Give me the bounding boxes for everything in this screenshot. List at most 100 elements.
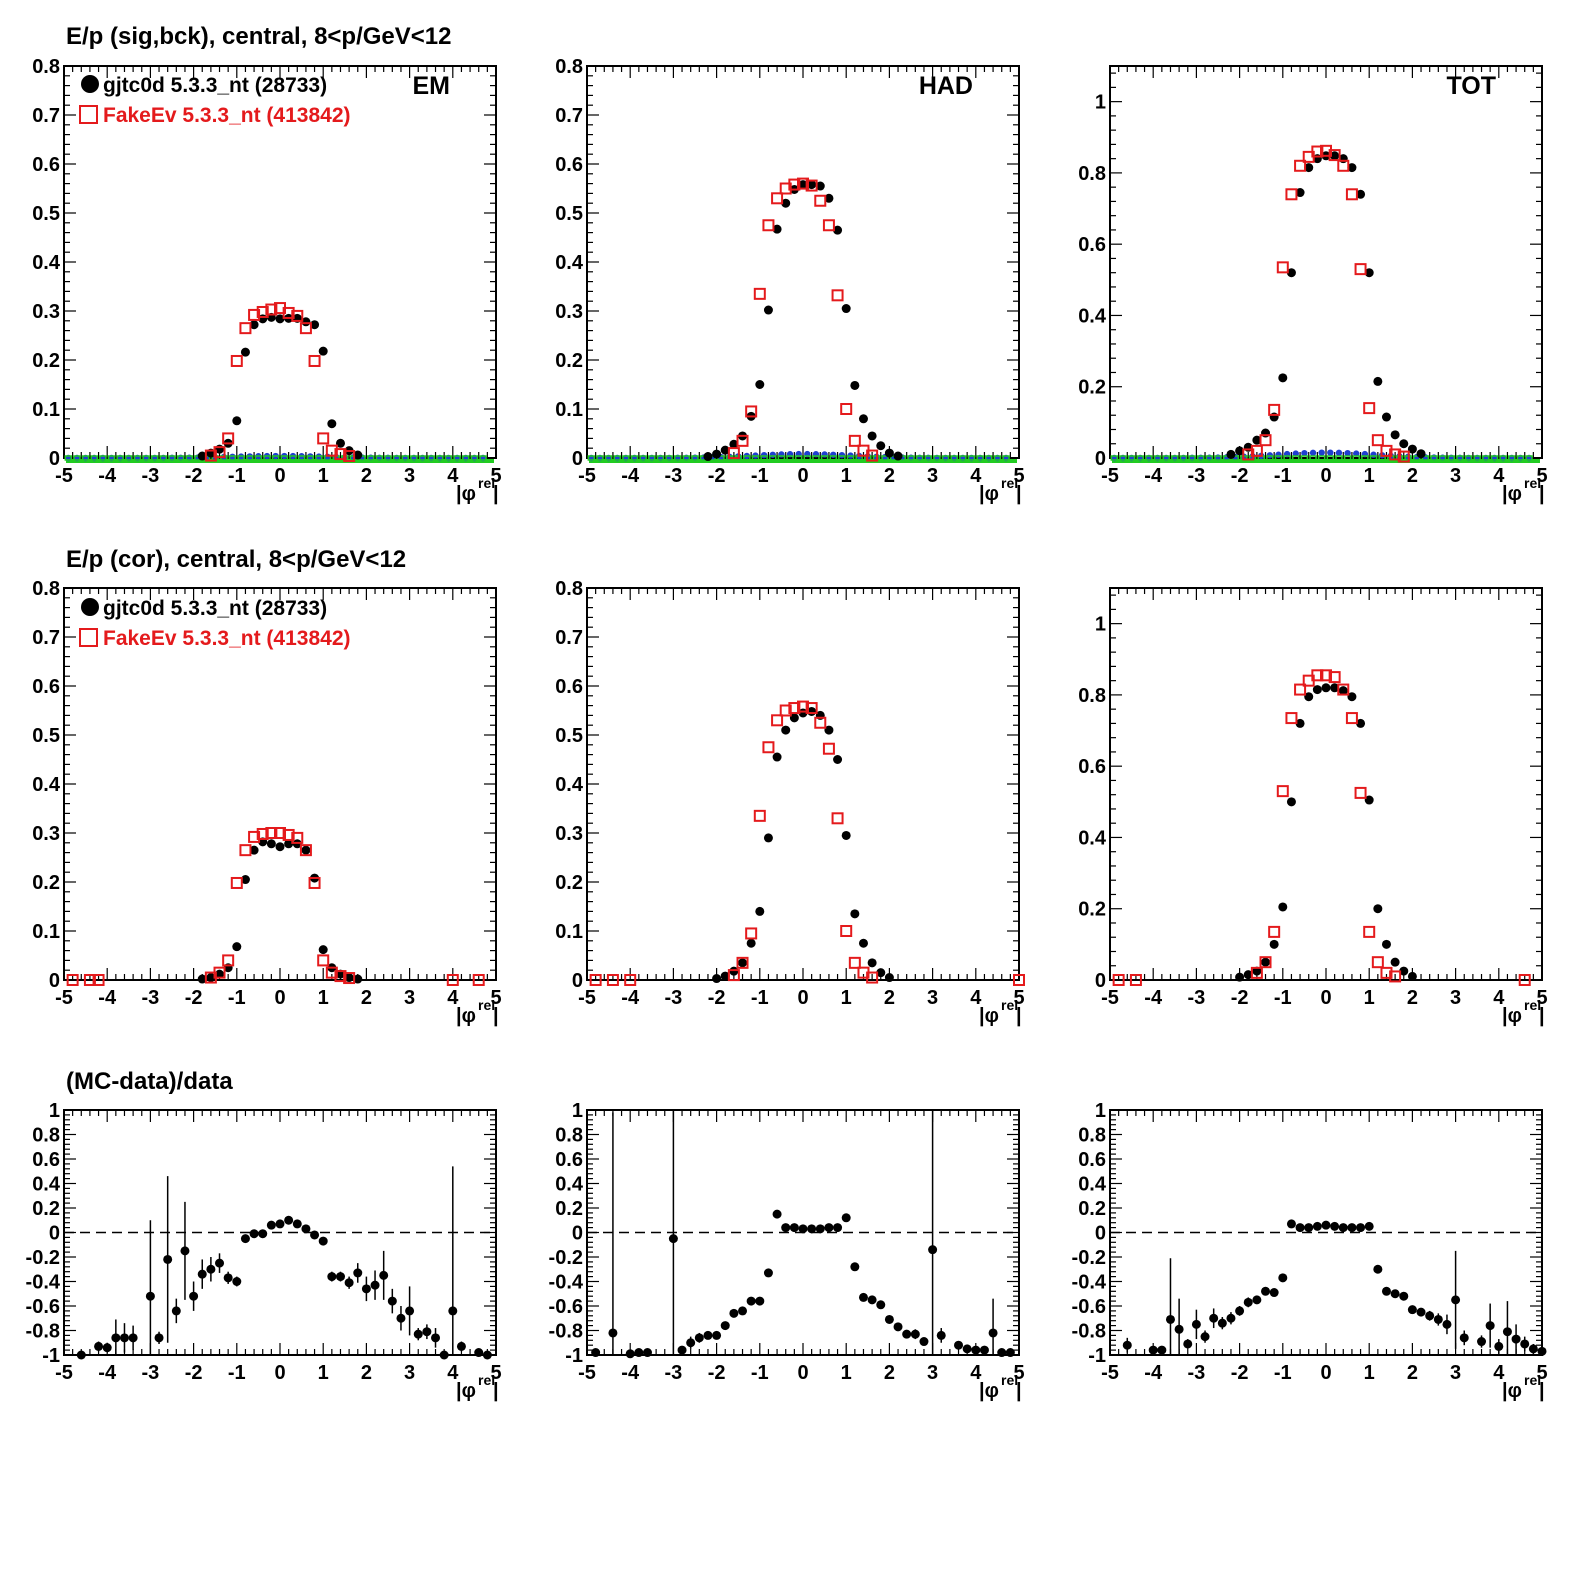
- data-point: [1304, 692, 1314, 702]
- data-point: [1261, 428, 1271, 438]
- ratio-point: [335, 1272, 345, 1282]
- mc-point: [779, 182, 792, 195]
- background-square: [613, 455, 621, 461]
- background-square: [375, 455, 384, 461]
- mc-point: [831, 289, 844, 302]
- ratio-point: [884, 1314, 894, 1324]
- mc-point: [222, 432, 235, 445]
- data-point: [1252, 435, 1262, 445]
- data-point: [807, 180, 817, 190]
- y-tick-label: 0: [572, 448, 583, 470]
- ratio-point: [1312, 1221, 1322, 1231]
- ratio-point: [1304, 1223, 1314, 1233]
- ratio-point: [720, 1321, 730, 1331]
- y-tick-label: 0.3: [32, 823, 60, 845]
- background-square: [976, 455, 984, 461]
- y-tick-label: 0.3: [555, 301, 583, 323]
- ratio-point: [301, 1224, 311, 1234]
- x-tick-label: 2: [361, 1362, 372, 1384]
- data-point: [746, 938, 756, 948]
- y-tick-label: 0: [1095, 1223, 1106, 1245]
- ratio-point: [1235, 1306, 1245, 1316]
- background-square: [786, 455, 794, 461]
- x-tick-label: -2: [185, 987, 203, 1009]
- x-tick-label: -2: [708, 987, 726, 1009]
- x-tick-label: 3: [927, 987, 938, 1009]
- background-square: [462, 455, 470, 461]
- ratio-point: [979, 1345, 989, 1355]
- data-point: [1399, 966, 1409, 976]
- x-axis-close: |: [1016, 1005, 1022, 1027]
- ratio-point: [867, 1295, 877, 1305]
- ratio-point: [833, 1223, 843, 1233]
- legend-data-marker: [81, 598, 99, 616]
- data-point: [1226, 449, 1236, 459]
- background-square: [479, 455, 487, 461]
- data-point: [240, 347, 250, 357]
- y-tick-label: 0.8: [555, 1125, 583, 1147]
- background-square: [1214, 455, 1222, 461]
- y-tick-label: 0.8: [32, 56, 60, 78]
- x-axis-close: |: [1016, 483, 1022, 505]
- mc-point: [317, 432, 330, 445]
- data-point: [1356, 189, 1366, 199]
- data-point: [1261, 957, 1271, 967]
- background-square: [263, 455, 271, 461]
- background-square: [1136, 455, 1144, 461]
- x-tick-label: 1: [841, 1362, 852, 1384]
- legend-mc-label: FakeEv 5.3.3_nt (413842): [103, 627, 351, 650]
- ratio-point: [1502, 1327, 1512, 1337]
- mc-point: [814, 716, 827, 729]
- background-point: [838, 451, 846, 459]
- mc-point: [1354, 786, 1367, 799]
- data-point: [1330, 683, 1340, 693]
- background-square: [133, 455, 142, 461]
- x-axis-close: |: [493, 1380, 499, 1402]
- x-tick-label: 3: [404, 1362, 415, 1384]
- x-tick-label: -4: [621, 465, 640, 487]
- ratio-point: [789, 1223, 799, 1233]
- background-square: [933, 455, 941, 461]
- data-point: [197, 451, 207, 461]
- ratio-point: [1356, 1223, 1366, 1233]
- background-square: [1456, 455, 1464, 461]
- ratio-point: [1226, 1313, 1236, 1323]
- background-square: [168, 455, 176, 461]
- data-point: [884, 973, 894, 983]
- ratio-point: [1528, 1344, 1538, 1354]
- ratio-point: [1286, 1219, 1296, 1229]
- y-tick-label: 0.5: [555, 725, 583, 747]
- background-square: [315, 455, 323, 461]
- background-point: [760, 451, 768, 459]
- y-tick-label: 0.5: [32, 725, 60, 747]
- x-tick-label: 5: [1536, 1362, 1547, 1384]
- ratio-point: [413, 1329, 423, 1339]
- background-square: [1508, 455, 1516, 461]
- data-point: [1356, 718, 1366, 728]
- mc-point: [291, 831, 304, 844]
- ratio-point: [1433, 1314, 1443, 1324]
- y-tick-label: 0.7: [32, 105, 60, 127]
- background-square: [1283, 455, 1291, 461]
- x-tick-label: 4: [1493, 1362, 1505, 1384]
- data-point: [729, 439, 739, 449]
- x-tick-label: -3: [665, 1362, 683, 1384]
- data-point: [206, 973, 216, 983]
- y-tick-label: -0.8: [1072, 1321, 1106, 1343]
- background-square: [384, 455, 392, 461]
- background-square: [1127, 455, 1136, 461]
- ratio-point: [712, 1330, 722, 1340]
- ratio-point: [370, 1280, 380, 1290]
- mc-point: [1354, 263, 1367, 276]
- data-point: [275, 314, 285, 324]
- x-tick-label: 5: [1536, 987, 1547, 1009]
- background-square: [1002, 455, 1010, 461]
- background-square: [107, 455, 116, 461]
- background-square: [1153, 455, 1162, 461]
- mc-point: [265, 827, 278, 839]
- data-point: [841, 304, 851, 314]
- data-point: [1381, 412, 1391, 422]
- ratio-point: [1442, 1319, 1452, 1329]
- y-tick-label: 1: [1095, 614, 1106, 636]
- mc-point: [1242, 448, 1255, 461]
